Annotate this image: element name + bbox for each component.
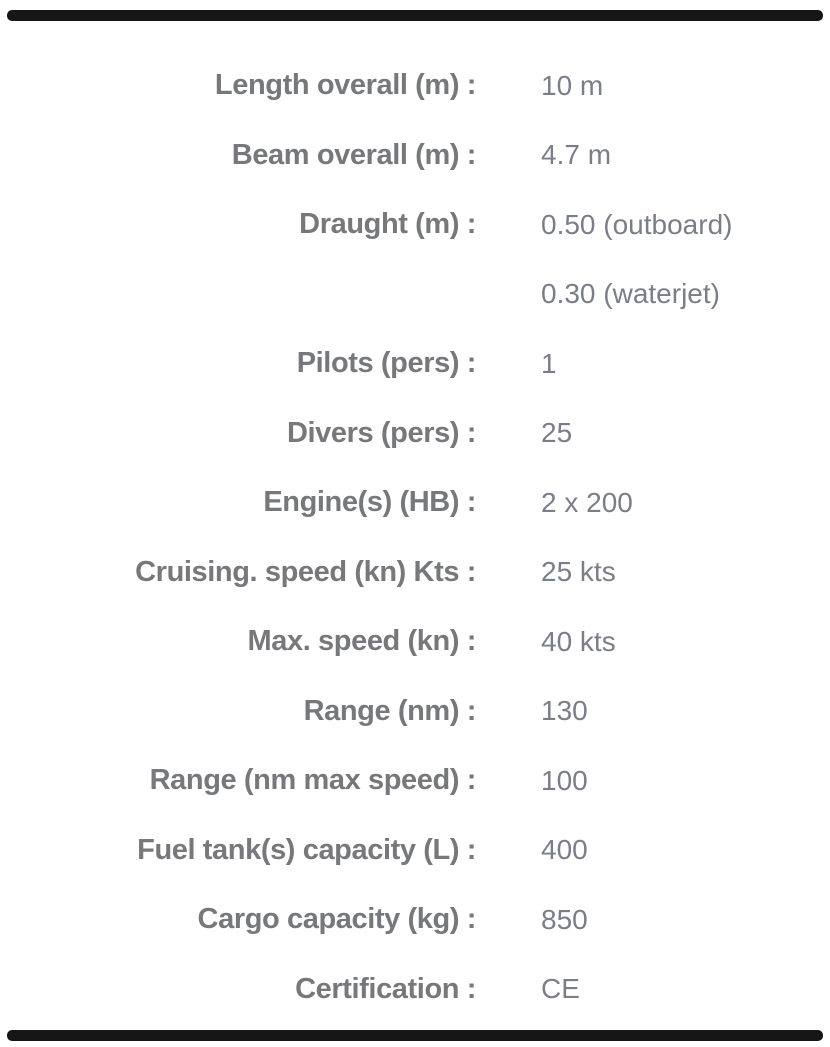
spec-label: Certification : xyxy=(295,972,476,1005)
spec-row: Cruising. speed (kn) Kts : 25 kts xyxy=(0,538,830,608)
spec-label: Max. speed (kn) : xyxy=(247,625,477,658)
spec-label: Divers (pers) : xyxy=(286,416,476,449)
spec-value: 1 xyxy=(541,347,557,379)
spec-table: Length overall (m) : 10 m Beam overall (… xyxy=(0,51,830,1024)
spec-value: 400 xyxy=(541,834,588,866)
spec-value: 130 xyxy=(541,695,588,727)
spec-label: Length overall (m) : xyxy=(214,69,476,102)
spec-value: 10 m xyxy=(541,69,604,101)
spec-row: Max. speed (kn) : 40 kts xyxy=(0,607,830,677)
spec-row: Engine(s) (HB) : 2 x 200 xyxy=(0,468,830,538)
spec-label: Cruising. speed (kn) Kts : xyxy=(135,555,476,588)
spec-label: Draught (m) : xyxy=(299,208,476,241)
spec-value: CE xyxy=(541,973,580,1005)
spec-row: Pilots (pers) : 1 xyxy=(0,329,830,399)
spec-row: Range (nm max speed) : 100 xyxy=(0,746,830,816)
spec-row: Certification : CE xyxy=(0,955,830,1025)
spec-row: Divers (pers) : 25 xyxy=(0,399,830,469)
spec-value: 40 kts xyxy=(541,625,616,657)
bottom-divider xyxy=(7,1030,823,1041)
spec-label: Cargo capacity (kg) : xyxy=(197,903,477,936)
spec-value: 0.30 (waterjet) xyxy=(541,278,720,310)
spec-value: 0.50 (outboard) xyxy=(541,208,733,240)
top-divider xyxy=(7,10,823,21)
spec-row: Range (nm) : 130 xyxy=(0,677,830,747)
spec-row: Cargo capacity (kg) : 850 xyxy=(0,885,830,955)
spec-row: Draught (m) : 0.50 (outboard) xyxy=(0,190,830,260)
spec-value: 2 x 200 xyxy=(541,486,633,518)
spec-row: Length overall (m) : 10 m xyxy=(0,51,830,121)
spec-value: 25 xyxy=(541,417,573,449)
spec-label: Fuel tank(s) capacity (L) : xyxy=(137,833,476,866)
spec-value: 25 kts xyxy=(541,556,616,588)
spec-label: Range (nm) : xyxy=(303,694,477,727)
spec-label: Range (nm max speed) : xyxy=(149,764,477,797)
spec-row: Fuel tank(s) capacity (L) : 400 xyxy=(0,816,830,886)
spec-label: Engine(s) (HB) : xyxy=(263,486,476,519)
spec-row: 0.30 (waterjet) xyxy=(0,260,830,330)
spec-row: Beam overall (m) : 4.7 m xyxy=(0,121,830,191)
spec-value: 4.7 m xyxy=(541,139,612,171)
spec-label: Beam overall (m) : xyxy=(231,138,477,171)
spec-value: 850 xyxy=(541,903,588,935)
spec-label: Pilots (pers) : xyxy=(296,347,477,380)
spec-value: 100 xyxy=(541,764,588,796)
